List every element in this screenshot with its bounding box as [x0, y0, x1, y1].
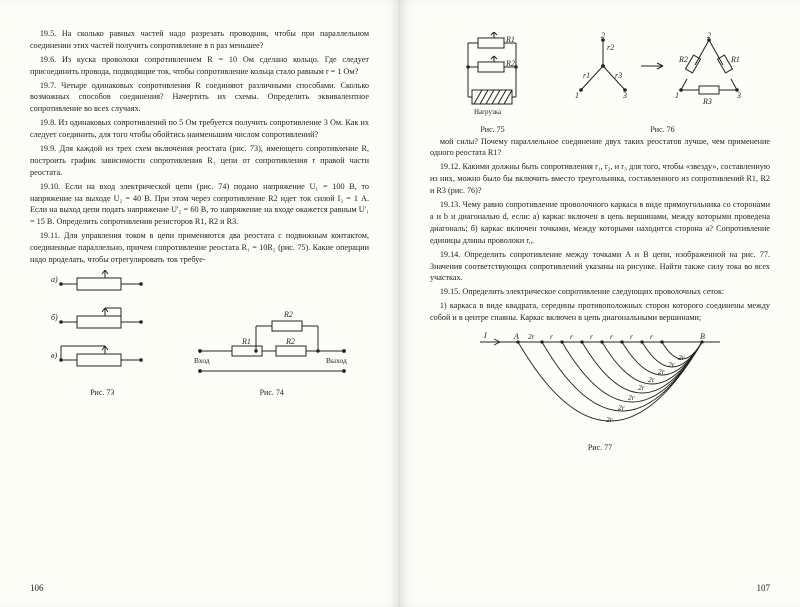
problem-19-15a: 19.15. Определить электрическое сопротив…	[430, 286, 770, 298]
svg-text:r2: r2	[607, 43, 614, 52]
problem-19-7: 19.7. Четыре одинаковых сопротивления R …	[30, 80, 369, 116]
figure-74-caption: Рис. 74	[192, 387, 352, 399]
svg-text:2r: 2r	[678, 353, 685, 362]
svg-text:r: r	[550, 332, 553, 341]
figure-76: r2 r1 r3 2 1 3	[563, 32, 763, 136]
figure-74: R2 R1 R2	[192, 305, 352, 399]
svg-text:r: r	[610, 332, 613, 341]
figure-77-caption: Рис. 77	[430, 442, 770, 454]
svg-text:r: r	[590, 332, 593, 341]
svg-text:R1: R1	[730, 55, 740, 64]
svg-text:1: 1	[575, 91, 579, 100]
problem-19-12: 19.12. Какими должны быть сопротивления …	[430, 161, 770, 197]
svg-text:r: r	[630, 332, 633, 341]
svg-text:r: r	[650, 332, 653, 341]
svg-text:R2: R2	[285, 337, 295, 346]
problem-19-10: 19.10. Если на вход электрической цепи (…	[30, 181, 369, 229]
svg-text:Вход: Вход	[194, 356, 210, 365]
svg-text:r1: r1	[583, 71, 590, 80]
fig77-I: I	[483, 331, 487, 340]
page-number-right: 107	[757, 582, 771, 595]
svg-text:2r: 2r	[628, 393, 635, 402]
figure-row-left: a) б)	[30, 270, 369, 399]
svg-text:R2: R2	[678, 55, 688, 64]
svg-text:2r: 2r	[638, 383, 645, 392]
svg-text:1: 1	[675, 91, 679, 100]
svg-text:3: 3	[736, 91, 741, 100]
problem-19-8: 19.8. Из одинаковых сопротивлений по 5 О…	[30, 117, 369, 141]
figure-75: R1 R2	[438, 32, 548, 136]
problem-19-14: 19.14. Определить сопротивление между то…	[430, 249, 770, 285]
svg-text:2r: 2r	[606, 415, 613, 424]
svg-text:2r: 2r	[648, 375, 655, 384]
svg-text:R3: R3	[702, 97, 712, 106]
problem-19-15b: 1) каркаса в виде квадрата, середины про…	[430, 300, 770, 324]
figure-73-caption: Рис. 73	[47, 387, 157, 399]
svg-text:Выход: Выход	[326, 356, 347, 365]
svg-text:2r: 2r	[668, 360, 675, 369]
svg-text:B: B	[700, 332, 705, 341]
figure-75-caption: Рис. 75	[438, 124, 548, 136]
problem-19-9: 19.9. Для каждой из трех схем включения …	[30, 143, 369, 179]
problem-19-6: 19.6. Из куска проволоки сопротивлением …	[30, 54, 369, 78]
svg-text:2r: 2r	[658, 367, 665, 376]
svg-text:б): б)	[51, 313, 58, 322]
svg-text:2: 2	[707, 32, 711, 40]
svg-text:r: r	[570, 332, 573, 341]
figure-73: a) б)	[47, 270, 157, 399]
problem-19-13: 19.13. Чему равно сопротивление проволоч…	[430, 199, 770, 247]
svg-text:A: A	[513, 332, 519, 341]
svg-text:2r: 2r	[618, 403, 625, 412]
svg-text:R1: R1	[241, 337, 251, 346]
figure-77: I A 2r r r r r r r B	[430, 330, 770, 454]
figure-76-caption: Рис. 76	[563, 124, 763, 136]
svg-text:a): a)	[51, 275, 58, 284]
svg-text:R2: R2	[283, 310, 293, 319]
svg-text:Нагрузка: Нагрузка	[474, 108, 502, 116]
page-number-left: 106	[30, 582, 44, 595]
right-page: R1 R2	[400, 0, 800, 607]
svg-text:в): в)	[51, 351, 57, 360]
figure-row-right-top: R1 R2	[430, 32, 770, 136]
problem-19-11-cont: мой силы? Почему параллельное соединение…	[430, 136, 770, 160]
svg-text:2r: 2r	[528, 332, 535, 341]
svg-text:3: 3	[622, 91, 627, 100]
problem-19-5: 19.5. На сколько равных частей надо разр…	[30, 28, 369, 52]
svg-text:r3: r3	[615, 71, 622, 80]
left-page: 19.5. На сколько равных частей надо разр…	[0, 0, 400, 607]
problem-19-11: 19.11. Для управления током в цепи приме…	[30, 230, 369, 266]
